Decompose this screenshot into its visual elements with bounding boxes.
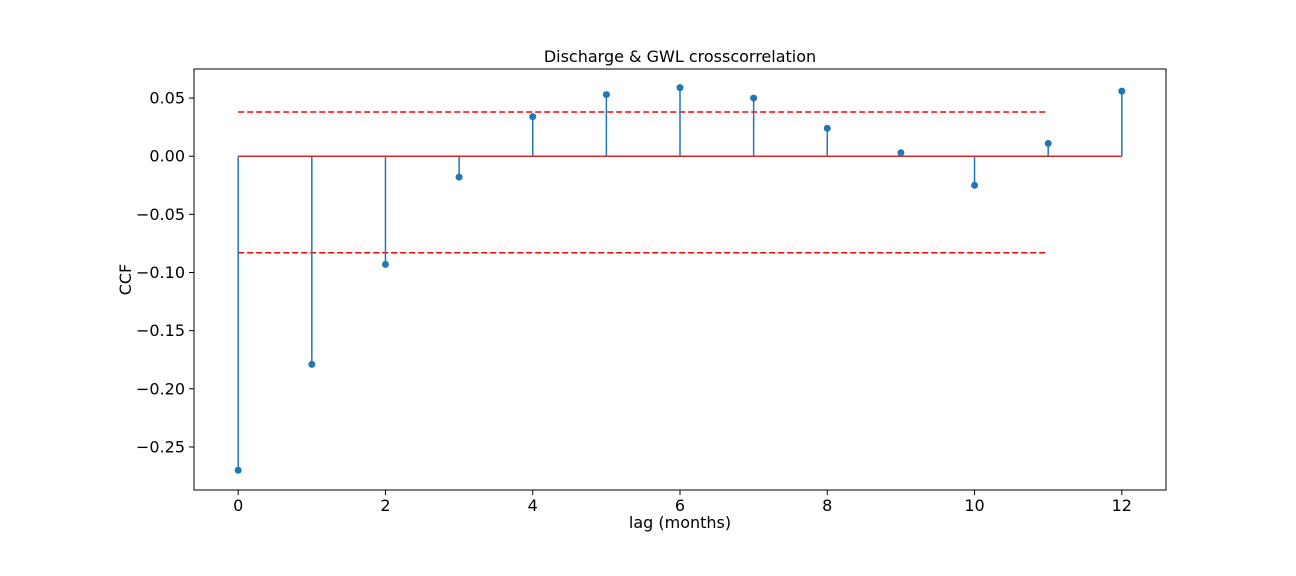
- marker-lag-5: [602, 91, 610, 99]
- marker-lag-12: [1118, 87, 1126, 95]
- x-axis-label: lag (months): [629, 513, 731, 532]
- stems: [237, 87, 1123, 471]
- marker-lag-9: [897, 149, 905, 157]
- y-tick-label: −0.15: [136, 321, 185, 340]
- y-tick-label: −0.05: [136, 205, 185, 224]
- y-tick-label: −0.25: [136, 437, 185, 456]
- marker-lag-4: [529, 113, 537, 121]
- confidence-bounds: [238, 111, 1049, 254]
- y-tick-label: 0.05: [149, 89, 185, 108]
- y-axis: −0.25 −0.20 −0.15 −0.10 −0.05 0.00 0.05: [136, 89, 194, 456]
- x-tick-label: 0: [233, 496, 243, 515]
- markers: [234, 84, 1126, 474]
- x-tick-label: 12: [1112, 496, 1132, 515]
- x-axis: 0 2 4 6 8 10 12: [233, 490, 1132, 515]
- marker-lag-3: [455, 173, 463, 181]
- marker-lag-2: [381, 260, 389, 268]
- marker-lag-7: [750, 94, 758, 102]
- x-tick-label: 6: [675, 496, 685, 515]
- y-tick-label: −0.10: [136, 263, 185, 282]
- chart-title: Discharge & GWL crosscorrelation: [544, 47, 816, 66]
- x-tick-label: 8: [822, 496, 832, 515]
- x-tick-label: 2: [380, 496, 390, 515]
- y-axis-label: CCF: [116, 264, 135, 296]
- marker-lag-0: [234, 466, 242, 474]
- marker-lag-11: [1044, 139, 1052, 147]
- x-tick-label: 4: [528, 496, 538, 515]
- marker-lag-6: [676, 84, 684, 92]
- marker-lag-8: [823, 124, 831, 132]
- marker-lag-10: [971, 181, 979, 189]
- x-tick-label: 10: [964, 496, 984, 515]
- y-tick-label: 0.00: [149, 147, 185, 166]
- marker-lag-1: [308, 360, 316, 368]
- y-tick-label: −0.20: [136, 379, 185, 398]
